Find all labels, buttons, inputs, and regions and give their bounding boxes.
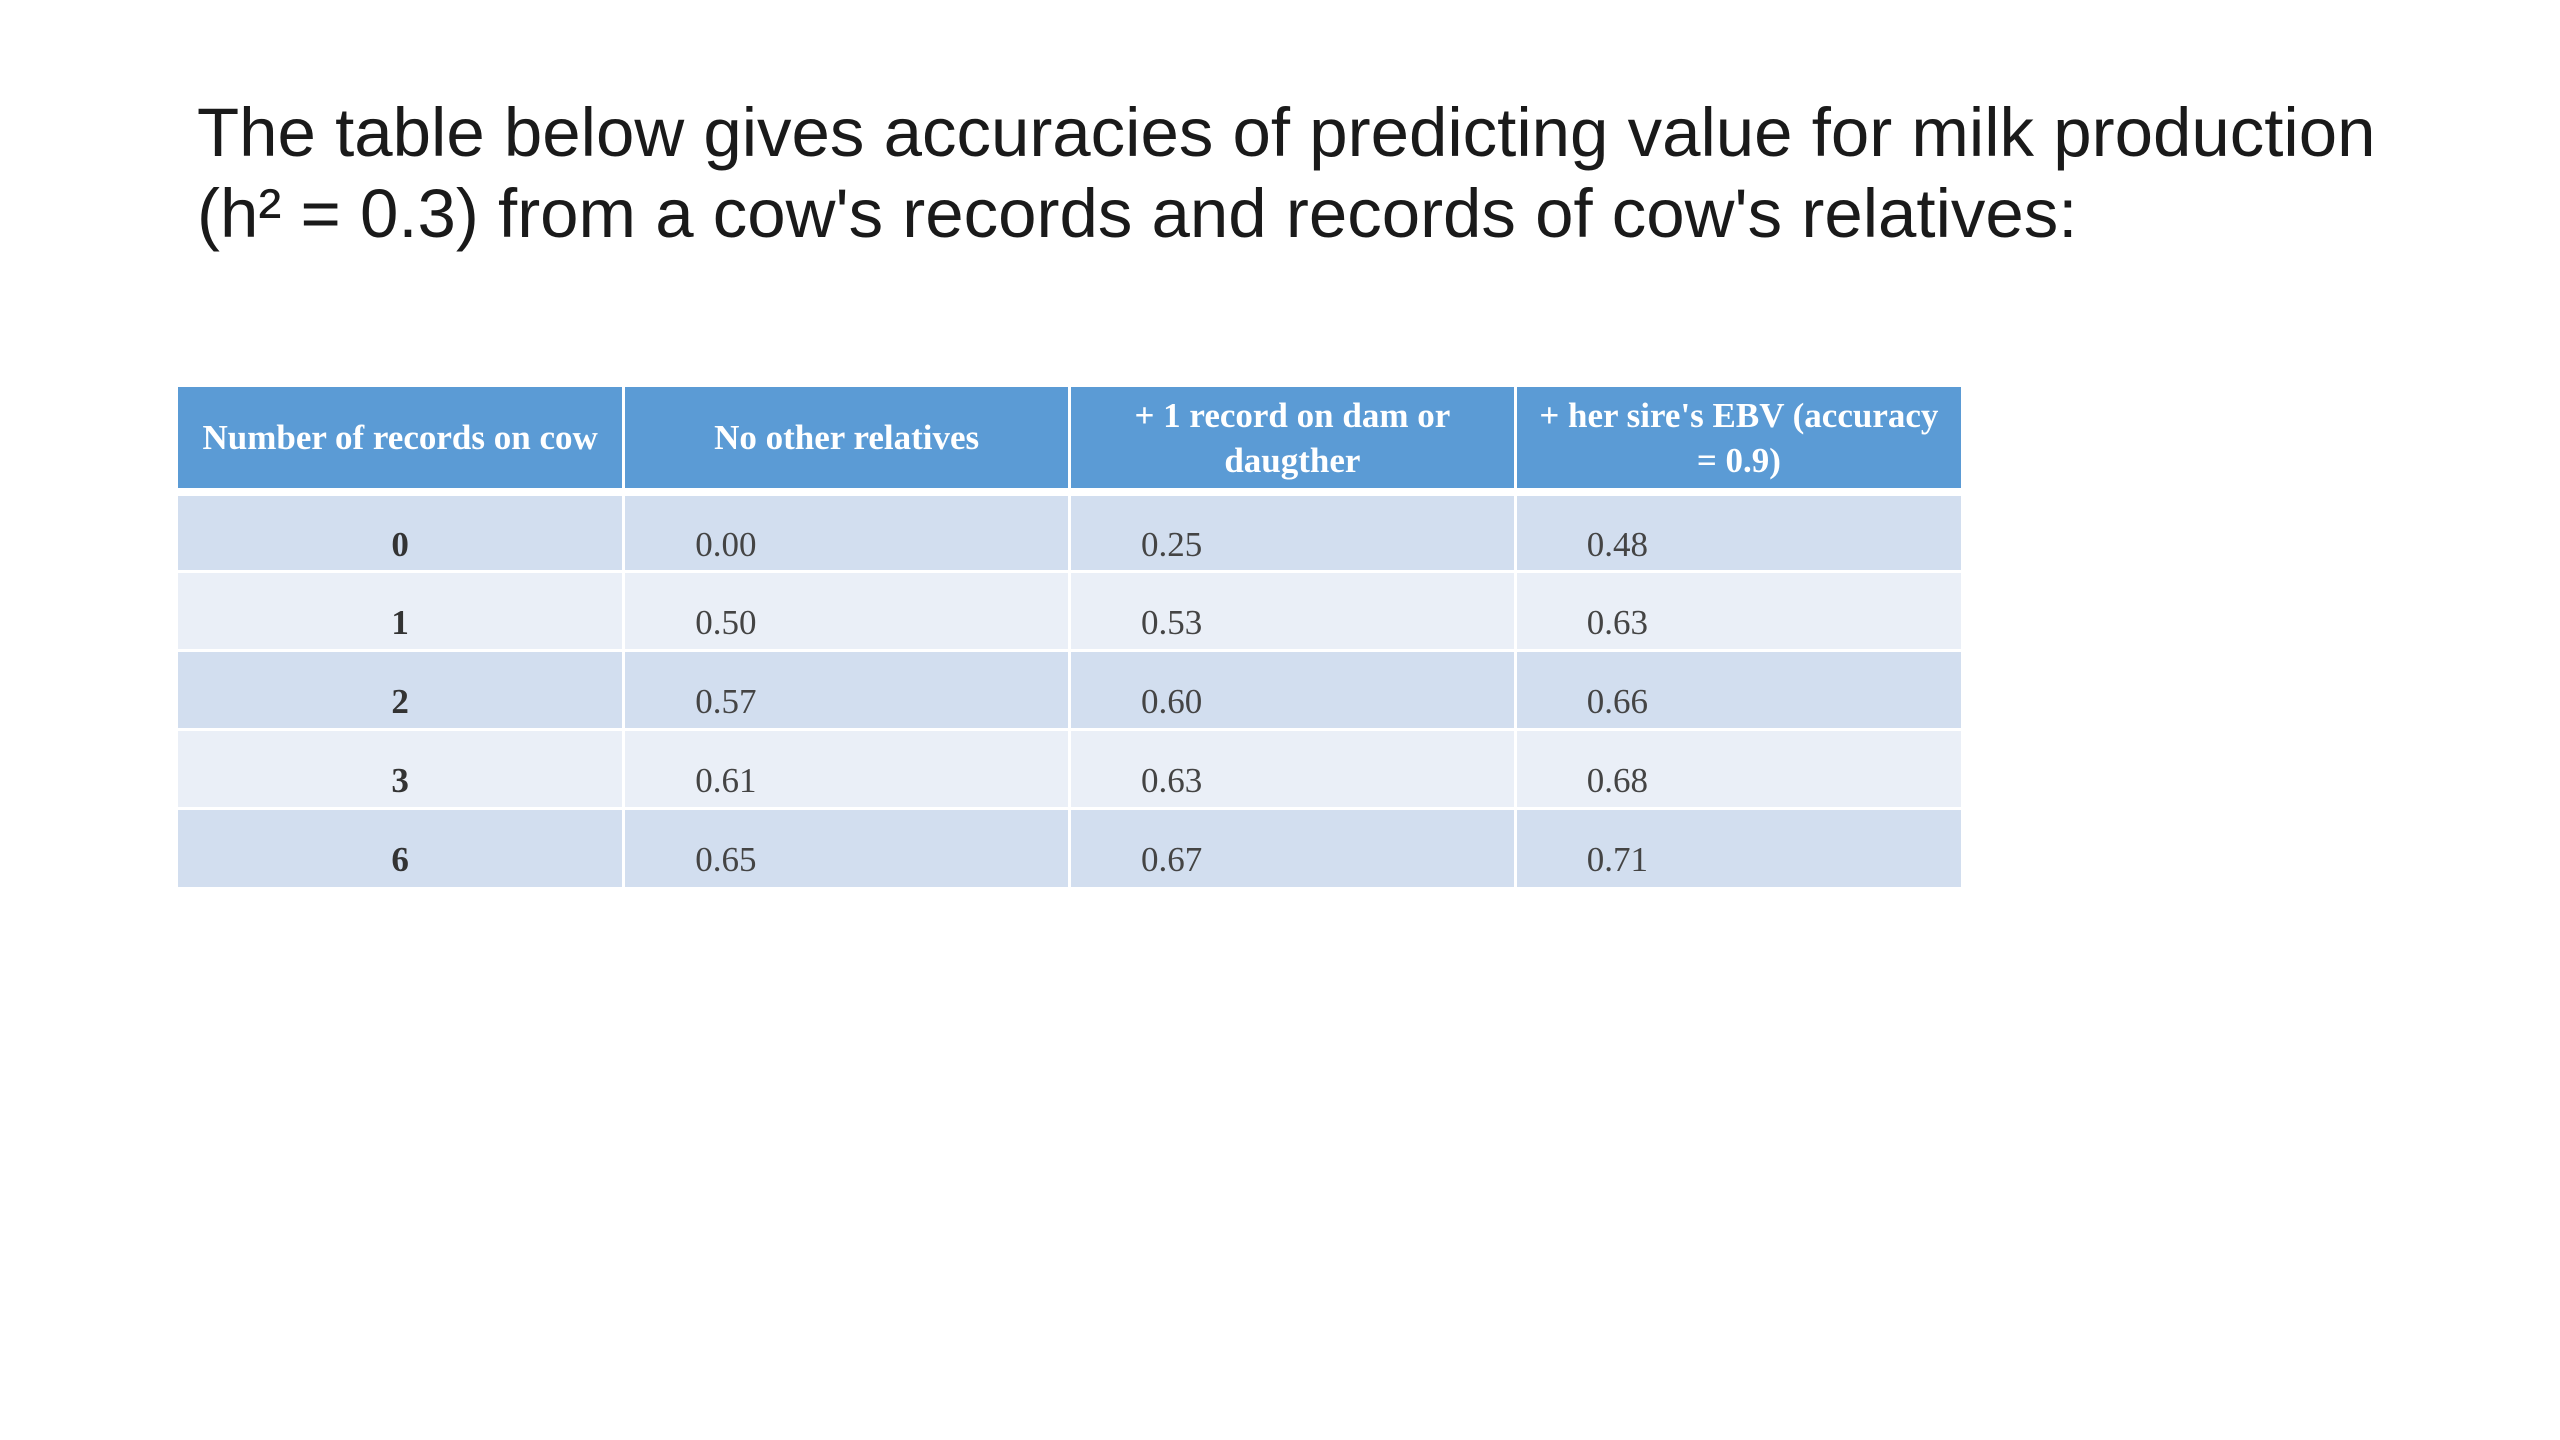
cell-records: 0 [178, 492, 626, 573]
table-row: 2 0.57 0.60 0.66 [178, 650, 1961, 731]
cell-no-relatives: 0.65 [623, 808, 1071, 887]
table-row: 3 0.61 0.63 0.68 [178, 729, 1961, 810]
cell-dam-daughter: 0.53 [1069, 571, 1517, 652]
cell-dam-daughter: 0.63 [1069, 729, 1517, 810]
cell-sire-ebv: 0.66 [1515, 650, 1961, 731]
cell-records: 2 [178, 650, 626, 731]
cell-dam-daughter: 0.25 [1069, 492, 1517, 573]
header-records-on-cow: Number of records on cow [178, 387, 626, 496]
table-row: 6 0.65 0.67 0.71 [178, 808, 1961, 887]
accuracy-table: Number of records on cow No other relati… [178, 387, 1961, 887]
cell-no-relatives: 0.00 [623, 492, 1071, 573]
cell-sire-ebv: 0.71 [1515, 808, 1961, 887]
cell-no-relatives: 0.61 [623, 729, 1071, 810]
table-header-row: Number of records on cow No other relati… [178, 387, 1961, 496]
slide-title-line-2: (h² = 0.3) from a cow's records and reco… [197, 175, 2078, 252]
cell-records: 6 [178, 808, 626, 887]
cell-no-relatives: 0.50 [623, 571, 1071, 652]
header-no-other-relatives: No other relatives [623, 387, 1071, 496]
table-body: 0 0.00 0.25 0.48 1 0.50 0.53 0.63 2 0.57… [178, 492, 1961, 887]
cell-sire-ebv: 0.48 [1515, 492, 1961, 573]
slide-title: The table below gives accuracies of pred… [197, 92, 2447, 254]
accuracy-table-container: Number of records on cow No other relati… [178, 387, 1961, 887]
cell-records: 1 [178, 571, 626, 652]
cell-sire-ebv: 0.63 [1515, 571, 1961, 652]
cell-no-relatives: 0.57 [623, 650, 1071, 731]
cell-sire-ebv: 0.68 [1515, 729, 1961, 810]
table-row: 1 0.50 0.53 0.63 [178, 571, 1961, 652]
header-sire-ebv: + her sire's EBV (accuracy = 0.9) [1515, 387, 1961, 496]
table-row: 0 0.00 0.25 0.48 [178, 492, 1961, 573]
slide-title-line-1: The table below gives accuracies of pred… [197, 94, 2376, 171]
header-dam-or-daughter: + 1 record on dam or daugther [1069, 387, 1517, 496]
cell-records: 3 [178, 729, 626, 810]
table-header: Number of records on cow No other relati… [178, 387, 1961, 496]
cell-dam-daughter: 0.67 [1069, 808, 1517, 887]
cell-dam-daughter: 0.60 [1069, 650, 1517, 731]
